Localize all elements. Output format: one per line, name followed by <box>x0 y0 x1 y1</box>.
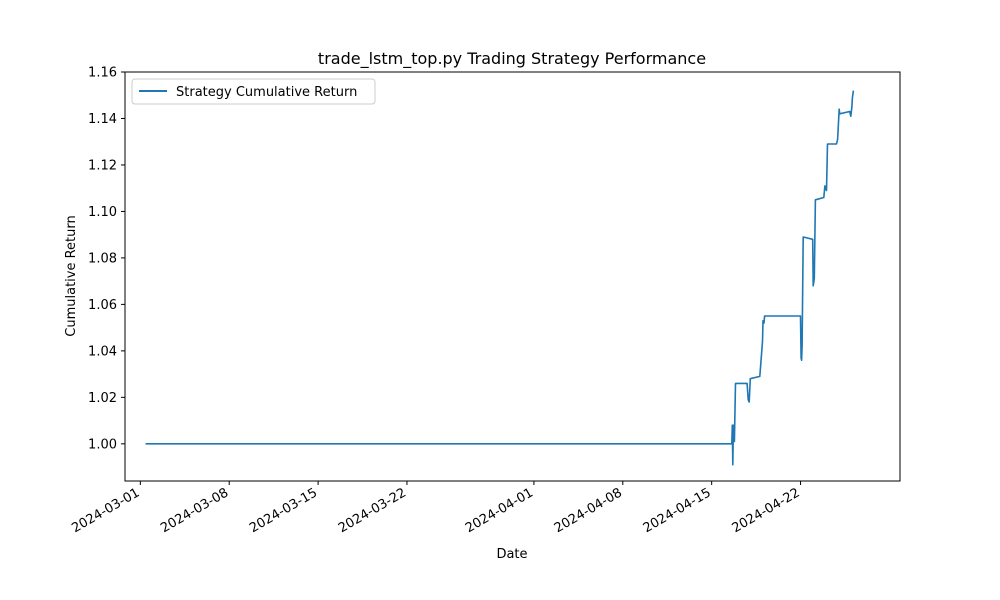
y-axis-label: Cumulative Return <box>64 215 79 336</box>
x-tick-label: 2024-04-22 <box>730 485 803 536</box>
chart-title: trade_lstm_top.py Trading Strategy Perfo… <box>318 49 706 69</box>
x-tick-label: 2024-04-08 <box>552 485 625 536</box>
x-tick-label: 2024-03-22 <box>336 485 409 536</box>
legend-box <box>131 78 376 105</box>
x-axis: 2024-03-01 2024-03-08 2024-03-15 2024-03-22… <box>69 481 803 536</box>
x-tick-label: 2024-04-01 <box>463 485 536 536</box>
y-tick-label: 1.14 <box>88 112 117 127</box>
x-tick-label: 2024-04-15 <box>641 485 714 536</box>
legend: Strategy Cumulative Return <box>131 78 376 105</box>
x-tick-label: 2024-03-01 <box>69 485 142 536</box>
x-axis-label: Date <box>496 547 527 562</box>
y-tick-label: 1.04 <box>88 344 117 359</box>
y-tick-label: 1.16 <box>88 66 117 81</box>
series-line <box>145 90 855 466</box>
y-tick-label: 1.00 <box>88 437 117 452</box>
x-tick-label: 2024-03-08 <box>158 485 231 536</box>
legend-label: Strategy Cumulative Return <box>176 85 357 100</box>
x-tick-label: 2024-03-15 <box>247 485 320 536</box>
series-group <box>145 90 855 466</box>
y-tick-label: 1.08 <box>88 251 117 266</box>
y-tick-label: 1.12 <box>88 158 117 173</box>
y-axis: 1.00 1.02 1.04 1.06 1.08 1.10 1.12 1.14 1.16 <box>88 66 125 452</box>
y-tick-label: 1.06 <box>88 298 117 313</box>
y-tick-label: 1.10 <box>88 205 117 220</box>
plot-frame <box>124 71 901 482</box>
y-tick-label: 1.02 <box>88 391 117 406</box>
